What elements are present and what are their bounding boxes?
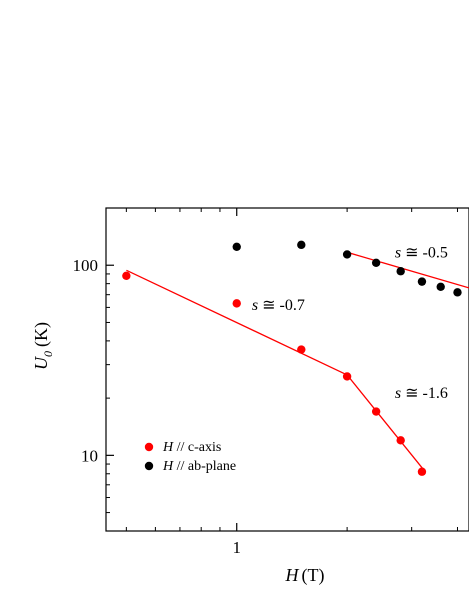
point-ab-plane xyxy=(342,250,352,259)
legend-name: // ab-plane xyxy=(173,459,236,474)
y-axis-title: U0 (K) xyxy=(31,322,55,370)
legend-label: H // c-axis xyxy=(162,440,221,455)
legend-var: H xyxy=(162,440,174,455)
slope-value: ≅ -0.7 xyxy=(258,297,305,314)
point-ab-plane xyxy=(371,258,381,267)
y-tick-label: 100 xyxy=(73,256,99,275)
x-tick-label: 1 xyxy=(232,538,241,557)
fit-line xyxy=(346,374,425,472)
plot-frame xyxy=(105,207,469,532)
slope-annotation: s ≅ -0.7 xyxy=(252,297,305,314)
point-ab-plane xyxy=(436,282,445,292)
data-points xyxy=(122,240,462,476)
x-axis-var: H xyxy=(285,565,300,585)
fit-line xyxy=(126,269,348,376)
point-c-axis xyxy=(396,436,405,445)
slope-annotation: s ≅ -1.6 xyxy=(395,385,448,402)
point-ab-plane xyxy=(396,267,405,276)
x-axis-unit: (T) xyxy=(302,565,325,586)
legend-marker xyxy=(144,461,154,471)
point-c-axis xyxy=(297,345,306,354)
slope-var: s xyxy=(252,297,258,314)
slope-var: s xyxy=(395,385,401,402)
legend-var: H xyxy=(162,459,174,474)
point-c-axis xyxy=(417,467,427,476)
annotations: s ≅ -0.7s ≅ -1.6s ≅ -0.5 xyxy=(252,244,448,402)
slope-var: s xyxy=(395,244,401,261)
fit-line xyxy=(346,251,469,289)
legend-name: // c-axis xyxy=(173,440,221,455)
x-axis-title: H (T) xyxy=(285,565,325,586)
axis-ticks: 1 10 100 xyxy=(73,207,458,557)
point-c-axis xyxy=(371,407,381,416)
point-c-axis xyxy=(342,372,352,381)
slope-value: ≅ -0.5 xyxy=(401,244,448,261)
y-tick-label: 10 xyxy=(81,446,98,465)
point-ab-plane xyxy=(417,277,427,286)
slope-annotation: s ≅ -0.5 xyxy=(395,244,448,261)
y-axis-sub: 0 xyxy=(41,351,55,357)
point-ab-plane xyxy=(297,240,306,250)
point-ab-plane xyxy=(232,242,241,252)
point-c-axis xyxy=(122,271,131,280)
legend-label: H // ab-plane xyxy=(162,459,236,474)
slope-value: ≅ -1.6 xyxy=(401,385,448,402)
legend-marker xyxy=(144,442,154,452)
point-c-axis xyxy=(232,299,241,308)
y-axis-var: U xyxy=(31,356,51,370)
fit-lines xyxy=(126,251,469,472)
point-ab-plane xyxy=(453,288,462,297)
y-axis-unit: (K) xyxy=(31,322,52,347)
